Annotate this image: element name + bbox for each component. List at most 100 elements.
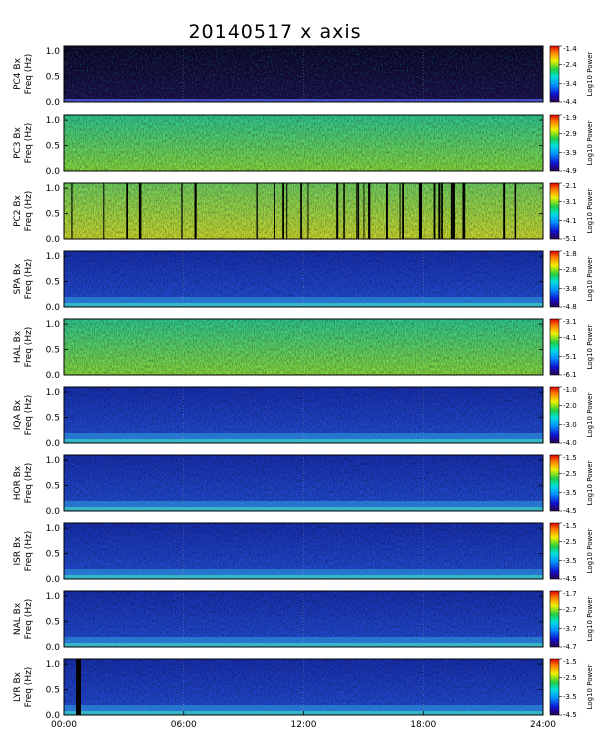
x-tick-label: 06:00 xyxy=(171,720,197,730)
colorbar-tick-label: -4.8 xyxy=(563,303,577,311)
colorbar-tick-label: -2.5 xyxy=(563,470,577,478)
colorbar xyxy=(549,454,560,512)
colorbar xyxy=(549,250,560,308)
colorbar-tick-label: -4.1 xyxy=(563,217,577,225)
colorbar-tick-label: -3.0 xyxy=(563,421,577,429)
y-tick-label: 1.0 xyxy=(46,524,61,534)
y-tick-label: 0.5 xyxy=(46,346,60,356)
colorbar-tick-label: -2.1 xyxy=(563,182,577,190)
figure-title: 20140517 x axis xyxy=(188,21,361,43)
colorbar-tick-label: -4.9 xyxy=(563,167,577,175)
y-tick-label: 0.0 xyxy=(46,711,61,721)
panel-ylabel: IQA Bx xyxy=(13,399,23,430)
y-tick-label: 0.5 xyxy=(46,414,60,424)
y-tick-label: 1.0 xyxy=(46,320,61,330)
colorbar-tick-label: -3.9 xyxy=(563,149,577,157)
colorbar-label: Log10 Power xyxy=(586,324,594,369)
colorbar-tick-label: -1.0 xyxy=(563,386,577,394)
colorbar-tick-label: -5.1 xyxy=(563,235,577,243)
colorbar-tick-label: -2.7 xyxy=(563,606,577,614)
colorbar xyxy=(549,114,560,172)
panel-ylabel-freq: Freq (Hz) xyxy=(24,395,34,436)
colorbar-tick-label: -3.7 xyxy=(563,625,577,633)
colorbar-tick-label: -4.5 xyxy=(563,575,577,583)
panel-ylabel-freq: Freq (Hz) xyxy=(24,599,34,640)
panel-ylabel: LYR Bx xyxy=(13,671,23,702)
panel-hal: 0.0 0.5 1.0 HAL Bx Freq (Hz) -3.1 -4.1 -5.1 -6.1… xyxy=(13,318,594,381)
colorbar-tick-label: -1.5 xyxy=(563,658,577,666)
y-tick-label: 1.0 xyxy=(46,660,61,670)
y-tick-label: 0.0 xyxy=(46,507,61,517)
colorbar xyxy=(549,522,560,580)
panel-spa: 0.0 0.5 1.0 SPA Bx Freq (Hz) -1.8 -2.8 -3.8 -4.8… xyxy=(13,250,594,313)
panel-frame xyxy=(63,454,544,512)
panel-ylabel: PC2 Bx xyxy=(13,194,23,226)
colorbar-tick-label: -1.5 xyxy=(563,522,577,530)
y-tick-label: 0.0 xyxy=(46,98,61,108)
colorbar-tick-label: -3.4 xyxy=(563,80,577,88)
panel-ylabel-freq: Freq (Hz) xyxy=(24,531,34,572)
y-tick-label: 0.0 xyxy=(46,167,61,177)
colorbar-label: Log10 Power xyxy=(586,596,594,641)
panel-ylabel: HAL Bx xyxy=(13,330,23,363)
y-tick-label: 0.5 xyxy=(46,686,60,696)
colorbar-tick-label: -1.4 xyxy=(563,45,577,53)
panel-frame xyxy=(63,45,544,103)
y-tick-label: 0.5 xyxy=(46,278,60,288)
colorbar-tick-label: -4.4 xyxy=(563,98,577,106)
panel-iqa: 0.0 0.5 1.0 IQA Bx Freq (Hz) -1.0 -2.0 -3.0 -4.0… xyxy=(13,386,594,449)
colorbar xyxy=(549,658,560,716)
colorbar-tick-label: -3.5 xyxy=(563,557,577,565)
panel-frame xyxy=(63,590,544,648)
colorbar-tick-label: -1.5 xyxy=(563,454,577,462)
colorbar-label: Log10 Power xyxy=(586,528,594,573)
y-tick-label: 0.0 xyxy=(46,235,61,245)
y-tick-label: 1.0 xyxy=(46,592,61,602)
panel-nal: 0.0 0.5 1.0 NAL Bx Freq (Hz) -1.7 -2.7 -3.7 -4.7… xyxy=(13,590,594,653)
panel-ylabel-freq: Freq (Hz) xyxy=(24,463,34,504)
colorbar-tick-label: -2.0 xyxy=(563,402,577,410)
y-tick-label: 0.5 xyxy=(46,482,60,492)
x-tick-label: 00:00 xyxy=(51,720,77,730)
colorbar-tick-label: -3.5 xyxy=(563,489,577,497)
colorbar xyxy=(549,386,560,444)
y-tick-label: 1.0 xyxy=(46,184,61,194)
colorbar-tick-label: -4.5 xyxy=(563,507,577,515)
y-tick-label: 0.5 xyxy=(46,73,60,83)
panel-frame xyxy=(63,182,544,240)
y-tick-label: 0.0 xyxy=(46,303,61,313)
panel-pc4: 0.0 0.5 1.0 PC4 Bx Freq (Hz) -1.4 -2.4 -3.4 -4.4… xyxy=(13,45,594,108)
y-tick-label: 1.0 xyxy=(46,456,61,466)
colorbar-tick-label: -4.1 xyxy=(563,334,577,342)
colorbar-tick-label: -3.1 xyxy=(563,198,577,206)
colorbar-tick-label: -2.5 xyxy=(563,674,577,682)
colorbar xyxy=(549,45,560,103)
panel-ylabel: PC4 Bx xyxy=(13,57,23,89)
colorbar-tick-label: -2.8 xyxy=(563,266,577,274)
y-tick-label: 0.5 xyxy=(46,550,60,560)
colorbar-tick-label: -3.1 xyxy=(563,318,577,326)
panel-pc3: 0.0 0.5 1.0 PC3 Bx Freq (Hz) -1.9 -2.9 -3.9 -4.9… xyxy=(13,114,594,177)
colorbar-tick-label: -1.8 xyxy=(563,250,577,258)
colorbar xyxy=(549,590,560,648)
y-tick-label: 0.0 xyxy=(46,643,61,653)
colorbar-label: Log10 Power xyxy=(586,120,594,165)
colorbar-tick-label: -2.9 xyxy=(563,130,577,138)
y-tick-label: 0.5 xyxy=(46,618,60,628)
colorbar-tick-label: -4.5 xyxy=(563,711,577,719)
panel-ylabel: HOR Bx xyxy=(13,465,23,500)
panel-frame xyxy=(63,250,544,308)
panel-ylabel: NAL Bx xyxy=(13,602,23,635)
panel-ylabel-freq: Freq (Hz) xyxy=(24,259,34,300)
x-tick-label: 24:00 xyxy=(530,720,556,730)
y-tick-label: 1.0 xyxy=(46,252,61,262)
colorbar-label: Log10 Power xyxy=(586,392,594,437)
panel-frame xyxy=(63,386,544,444)
panel-ylabel: ISR Bx xyxy=(13,536,23,566)
colorbar-tick-label: -4.0 xyxy=(563,439,577,447)
colorbar-tick-label: -1.9 xyxy=(563,114,577,122)
x-tick-label: 18:00 xyxy=(410,720,436,730)
panel-pc2: 0.0 0.5 1.0 PC2 Bx Freq (Hz) -2.1 -3.1 -4.1 -5.1… xyxy=(13,182,594,245)
